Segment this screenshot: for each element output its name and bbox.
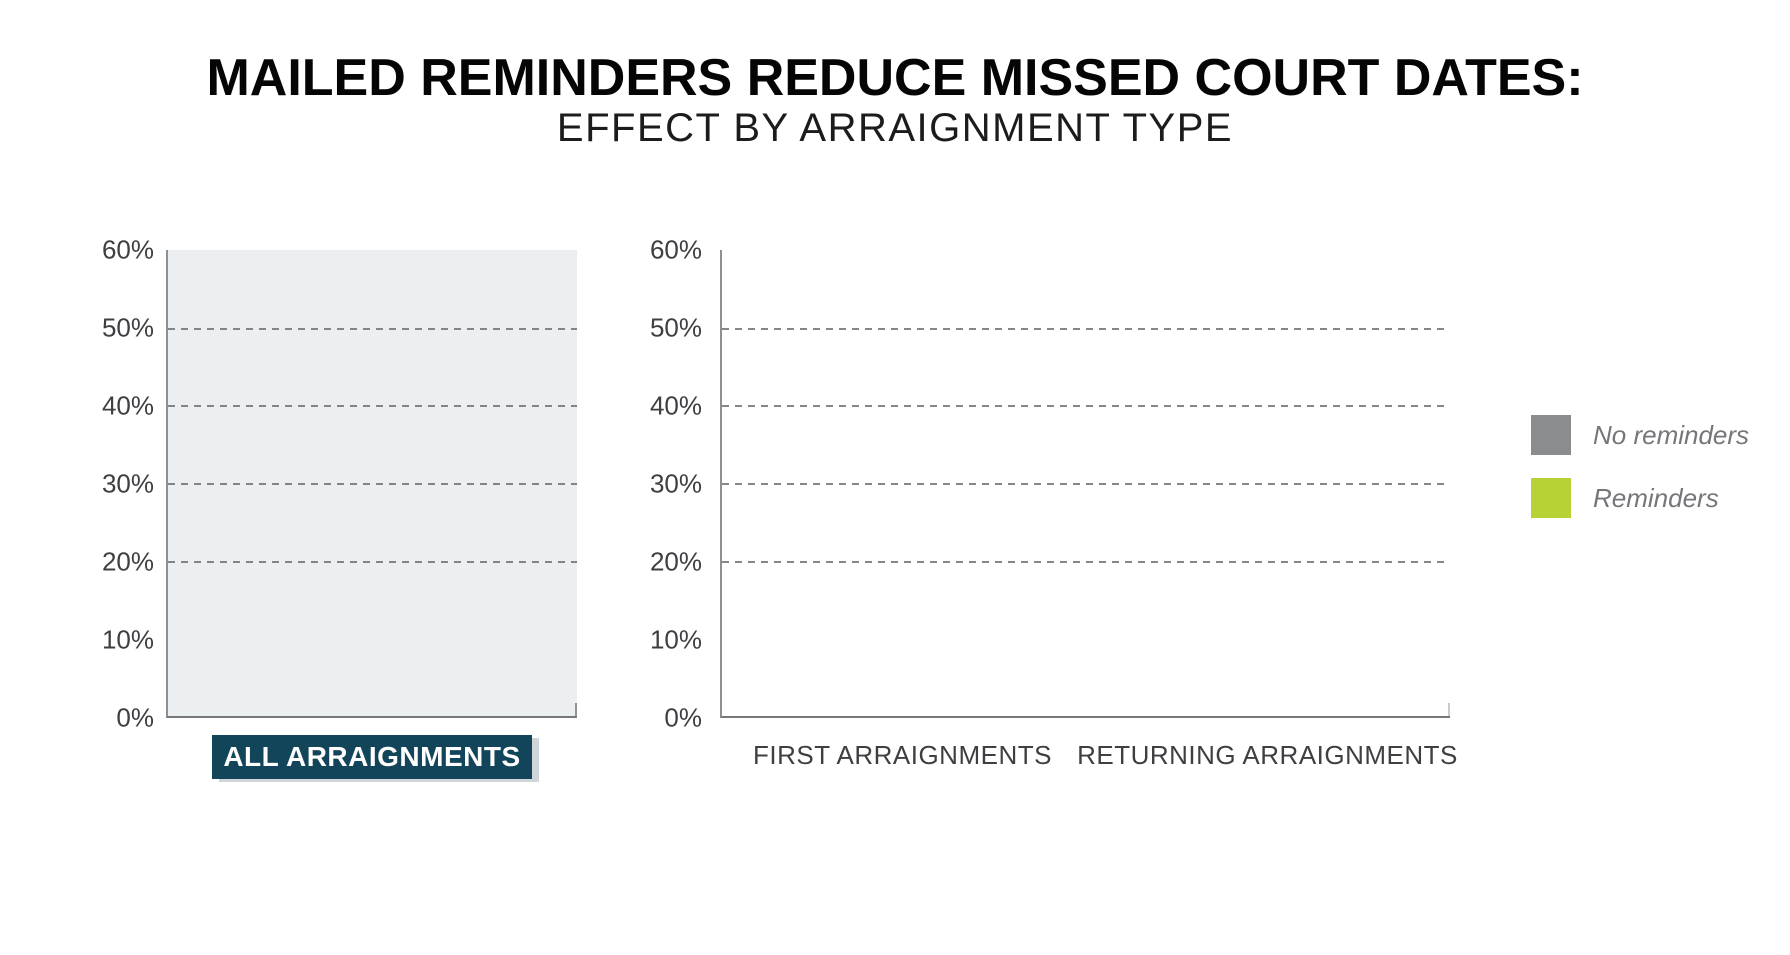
x-label-first-arraignments: FIRST ARRAIGNMENTS: [753, 740, 1052, 770]
y-tick-label: 10%: [649, 624, 702, 655]
legend-label: No reminders: [1593, 419, 1750, 450]
gridline-40pct: [722, 405, 1450, 408]
y-tick-label: 60%: [101, 234, 154, 265]
y-tick-label: 60%: [649, 234, 702, 265]
legend-item-no-reminders: No reminders: [1531, 415, 1749, 455]
left-chart-y-axis-ticks: 60% 50% 40% 30% 20% 10% 0%: [36, 235, 154, 733]
y-tick-label: 0%: [116, 702, 154, 733]
gridline-20pct: [168, 560, 577, 563]
reminders-swatch: [1531, 478, 1571, 518]
gridline-30pct: [722, 483, 1450, 485]
gridline-20pct: [722, 560, 1450, 563]
x-label-returning-arraignments: RETURNING ARRAIGNMENTS: [1077, 740, 1458, 770]
arraignment-type-plot-area: [720, 250, 1450, 718]
no-reminders-swatch: [1531, 415, 1571, 455]
y-tick-label: 50%: [649, 312, 702, 343]
legend-label: Reminders: [1593, 482, 1719, 513]
gridline-40pct: [168, 405, 577, 408]
gridline-50pct: [168, 327, 577, 330]
page-subtitle: EFFECT BY ARRAIGNMENT TYPE: [556, 106, 1234, 150]
y-tick-label: 10%: [101, 624, 154, 655]
y-tick-label: 20%: [649, 546, 702, 577]
y-tick-label: 0%: [664, 702, 702, 733]
legend: No reminders Reminders: [1531, 415, 1749, 541]
page-title: MAILED REMINDERS REDUCE MISSED COURT DAT…: [206, 49, 1584, 107]
gridline-30pct: [168, 483, 577, 485]
x-axis-end-tick: [1448, 703, 1450, 716]
x-axis-end-tick: [575, 703, 577, 716]
y-tick-label: 50%: [101, 312, 154, 343]
y-tick-label: 30%: [649, 468, 702, 499]
y-tick-label: 40%: [101, 390, 154, 421]
y-tick-label: 30%: [101, 468, 154, 499]
gridline-50pct: [722, 327, 1450, 330]
all-arraignments-label: ALL ARRAIGNMENTS: [223, 741, 521, 772]
right-chart-x-axis-labels: FIRST ARRAIGNMENTS RETURNING ARRAIGNMENT…: [720, 740, 1457, 780]
all-arraignments-label-box: ALL ARRAIGNMENTS: [212, 735, 532, 779]
right-chart-y-axis-ticks: 60% 50% 40% 30% 20% 10% 0%: [584, 235, 702, 733]
legend-item-reminders: Reminders: [1531, 478, 1749, 518]
all-arraignments-plot-area: [166, 250, 577, 718]
y-tick-label: 40%: [649, 390, 702, 421]
y-tick-label: 20%: [101, 546, 154, 577]
